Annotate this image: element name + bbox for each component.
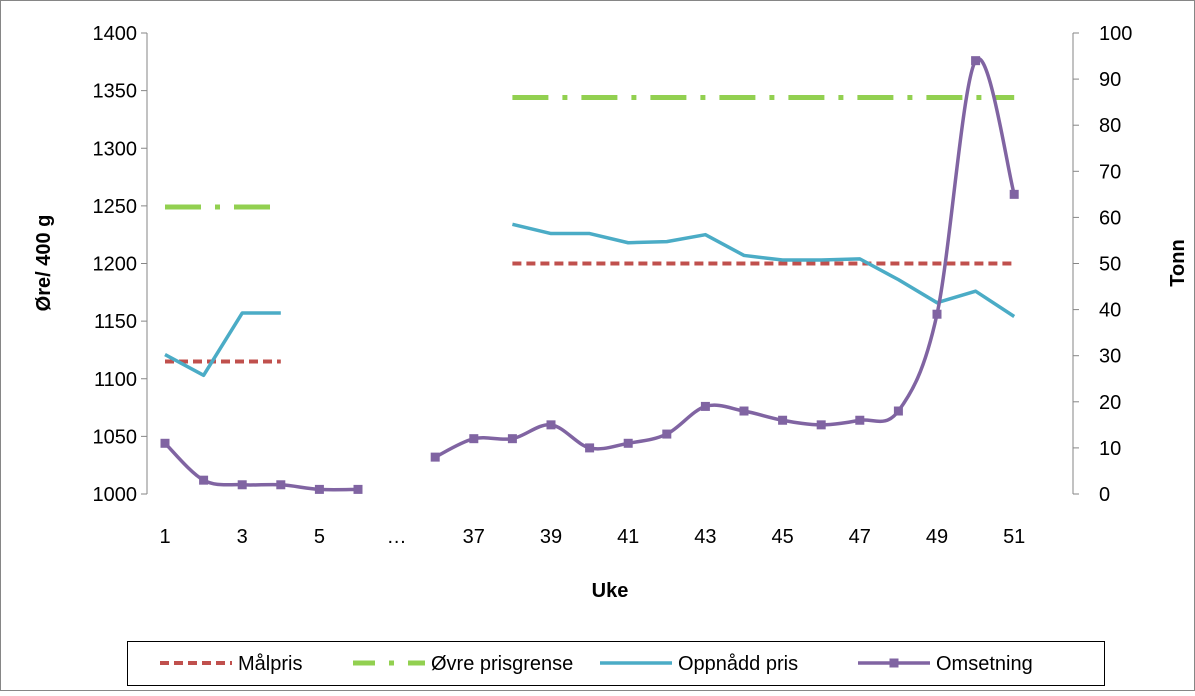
data-point-marker xyxy=(546,420,556,430)
x-tick-label: 5 xyxy=(314,526,325,548)
y-right-tick-label: 10 xyxy=(1099,438,1121,460)
series-layer xyxy=(160,56,1019,494)
x-tick-label: 43 xyxy=(694,526,716,548)
y-right-tick-label: 0 xyxy=(1099,484,1110,506)
data-point-marker xyxy=(353,484,363,494)
data-point-marker xyxy=(507,434,517,444)
x-tick-label: 1 xyxy=(159,526,170,548)
y-right-tick-label: 70 xyxy=(1099,161,1121,183)
series-omsetning xyxy=(160,56,1019,494)
data-point-marker xyxy=(893,406,903,416)
data-point-marker xyxy=(430,452,440,462)
x-tick-label: 37 xyxy=(463,526,485,548)
series-line-segment xyxy=(511,222,1016,318)
series-målpris xyxy=(165,261,1015,364)
y-axis-left-title: Øre/ 400 g xyxy=(33,215,55,312)
x-axis-ticks: 1 3 5 … 37 39 41 43 45 47 49 51 xyxy=(159,526,1025,548)
data-point-marker xyxy=(932,309,942,319)
y-left-tick-label: 1350 xyxy=(93,81,138,103)
y-right-tick-label: 60 xyxy=(1099,207,1121,229)
series-line-segment xyxy=(434,56,1016,459)
y-right-tick-label: 40 xyxy=(1099,300,1121,322)
legend-marker xyxy=(889,658,899,668)
legend-label: Øvre prisgrense xyxy=(431,653,573,675)
data-point-marker xyxy=(700,401,710,411)
x-tick-label: 47 xyxy=(849,526,871,548)
data-point-marker xyxy=(816,420,826,430)
data-point-marker xyxy=(739,406,749,416)
y-left-tick-label: 1000 xyxy=(93,484,138,506)
data-point-marker xyxy=(585,443,595,453)
x-tick-label: 3 xyxy=(237,526,248,548)
y-left-tick-label: 1400 xyxy=(93,23,138,45)
x-tick-label: 39 xyxy=(540,526,562,548)
series-øvre-prisgrense xyxy=(165,95,1015,210)
x-tick-label: 49 xyxy=(926,526,948,548)
y-left-tick-label: 1300 xyxy=(93,138,138,160)
legend-item: Oppnådd pris xyxy=(600,653,798,675)
x-tick-label: 45 xyxy=(771,526,793,548)
data-point-marker xyxy=(855,415,865,425)
legend-item: Øvre prisgrense xyxy=(353,653,573,675)
data-point-marker xyxy=(469,434,479,444)
legend-item: Målpris xyxy=(160,653,302,675)
y-right-tick-label: 100 xyxy=(1099,23,1132,45)
data-point-marker xyxy=(1009,189,1019,199)
y-axis-left-ticks: 1000 1050 1100 1150 1200 1250 1300 1350 1400 xyxy=(93,23,147,506)
data-point-marker xyxy=(160,438,170,448)
y-right-tick-label: 50 xyxy=(1099,254,1121,276)
legend-item: Omsetning xyxy=(858,653,1033,675)
data-point-marker xyxy=(971,56,981,66)
x-tick-label: 51 xyxy=(1003,526,1025,548)
x-axis-title: Uke xyxy=(592,580,629,602)
y-left-tick-label: 1250 xyxy=(93,196,138,218)
y-left-tick-label: 1100 xyxy=(94,369,137,391)
data-point-marker xyxy=(778,415,788,425)
y-right-tick-label: 80 xyxy=(1099,115,1121,137)
data-point-marker xyxy=(314,484,324,494)
y-left-tick-label: 1200 xyxy=(93,254,138,276)
legend-label: Oppnådd pris xyxy=(678,653,798,675)
y-right-tick-label: 30 xyxy=(1099,346,1121,368)
data-point-marker xyxy=(237,480,247,490)
data-point-marker xyxy=(199,475,209,485)
series-oppnådd-pris xyxy=(164,222,1016,378)
data-point-marker xyxy=(623,438,633,448)
y-left-tick-label: 1150 xyxy=(94,311,137,333)
x-tick-label: … xyxy=(387,526,407,548)
x-tick-label: 41 xyxy=(617,526,639,548)
legend-label: Målpris xyxy=(238,653,302,675)
y-right-tick-label: 90 xyxy=(1099,69,1121,91)
y-right-tick-label: 20 xyxy=(1099,392,1121,414)
legend: Målpris Øvre prisgrense Oppnådd pris Omsetn… xyxy=(160,653,1033,675)
y-left-tick-label: 1050 xyxy=(93,426,138,448)
y-axis-right-ticks: 0 10 20 30 40 50 60 70 80 90 100 xyxy=(1073,23,1132,506)
data-point-marker xyxy=(276,480,286,490)
y-axis-right-title: Tonn xyxy=(1167,239,1189,286)
series-line-segment xyxy=(164,311,281,378)
legend-label: Omsetning xyxy=(936,653,1033,675)
data-point-marker xyxy=(662,429,672,439)
